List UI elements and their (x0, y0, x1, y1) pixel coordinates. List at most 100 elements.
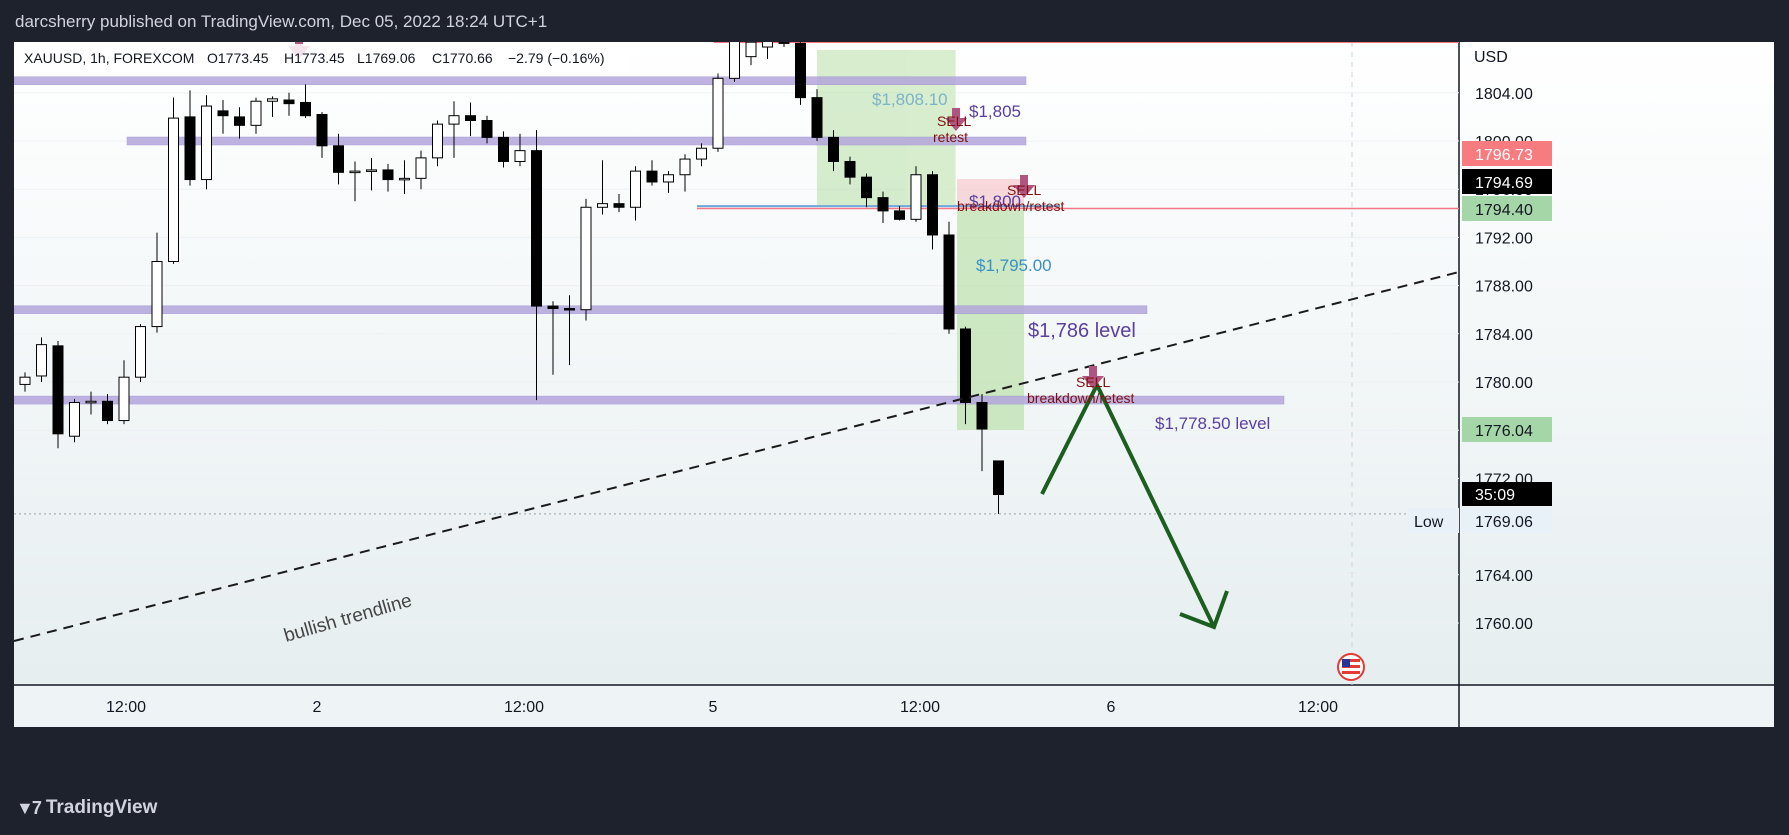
candle-body (630, 170, 641, 208)
level-band-1805 (14, 76, 1027, 85)
x-tick-label: 12:00 (504, 699, 544, 716)
candle-body (184, 116, 196, 181)
y-tick-label: 1760.00 (1475, 616, 1533, 633)
sell-bd1-sub: breakdown/retest (957, 198, 1065, 214)
candle-body (745, 42, 757, 58)
candle-body (531, 150, 542, 307)
level-label-1805: $1,805 (969, 102, 1021, 121)
countdown-badge-box (1462, 482, 1552, 506)
y-tick-label: 1784.00 (1475, 327, 1533, 344)
low-badge-label: Low (1414, 514, 1444, 531)
x-tick-label: 12:00 (1298, 699, 1338, 716)
candle-body (168, 117, 179, 263)
candle-body (36, 344, 47, 377)
candle-body (927, 174, 938, 236)
candle-body (597, 203, 608, 208)
candle-body (646, 170, 658, 183)
price-badge-1776-box (1462, 417, 1552, 442)
level-band-1800 (126, 136, 1027, 146)
low-badge-value-box (1462, 508, 1552, 533)
candle-body (679, 158, 691, 176)
sell-retest-label: SELL (937, 113, 971, 129)
candlestick-chart[interactable]: $1,808.10 $1,805 SELL retest $1,800 SELL… (14, 42, 1774, 782)
legend-close: C1770.66 (432, 50, 493, 66)
candle-body (465, 115, 476, 122)
candle-body (976, 401, 988, 430)
candle-body (811, 97, 823, 138)
price-badge-1794-box (1462, 196, 1552, 221)
bullish-trendline (14, 271, 1460, 642)
low-badge-value: 1769.06 (1475, 514, 1533, 531)
price-badge-1796: 1796.73 (1462, 141, 1552, 166)
candle-body (349, 170, 361, 174)
candle-body (366, 169, 377, 172)
candle-body (234, 116, 245, 126)
candle-body (217, 110, 229, 117)
x-tick-label: 2 (313, 699, 322, 716)
candle-body (481, 120, 493, 138)
candle-body (432, 123, 443, 159)
candle-body (250, 100, 262, 126)
level-label-1795: $1,795.00 (976, 256, 1052, 275)
candle-body (828, 136, 839, 162)
level-band-1778 (14, 395, 1285, 405)
grid-lines (14, 92, 1459, 624)
low-badge: Low 1769.06 (1408, 508, 1552, 533)
price-badge-1794-text: 1794.40 (1475, 202, 1533, 219)
legend-symbol: XAUUSD, 1h, FOREXCOM (24, 50, 194, 66)
candle-body (399, 177, 410, 181)
candle-body (283, 99, 295, 105)
us-flag-event-icon[interactable] (1337, 653, 1365, 681)
y-tick-label: 1804.00 (1475, 86, 1533, 103)
price-badge-current-box (1462, 169, 1552, 194)
candle-body (762, 42, 773, 48)
candle-body (844, 160, 856, 178)
y-tick-label: 1780.00 (1475, 375, 1533, 392)
candle-body (861, 176, 872, 199)
tradingview-logo[interactable]: ▼7 TradingView (16, 797, 157, 819)
publish-header: darcsherry published on TradingView.com,… (0, 0, 1789, 42)
candle-body (85, 400, 97, 404)
candle-body (894, 210, 905, 220)
x-tick-label: 12:00 (106, 699, 146, 716)
price-badge-1776: 1776.04 (1462, 417, 1552, 442)
sell-bd2-sub: breakdown/retest (1027, 390, 1135, 406)
time-axis-ticks: 12:00 2 12:00 5 12:00 6 12:00 (106, 699, 1338, 716)
countdown-badge-text: 35:09 (1475, 487, 1515, 504)
candle-body (729, 42, 740, 79)
sell-arrow-breakdown-icon (1013, 175, 1035, 198)
candle-body (514, 150, 526, 162)
chart-frame[interactable]: $1,808.10 $1,805 SELL retest $1,800 SELL… (14, 42, 1774, 782)
candle-body (267, 98, 278, 102)
legend-change: −2.79 (−0.16%) (508, 50, 605, 66)
candle-body (151, 261, 163, 328)
candle-body (300, 101, 311, 117)
sell-retest-sub: retest (933, 129, 968, 145)
candle-body (201, 105, 212, 181)
candles (19, 42, 1004, 514)
candle-body (69, 401, 80, 437)
candle-body (102, 400, 113, 422)
level-label-1786: $1,786 level (1028, 320, 1136, 342)
currency-label: USD (1474, 49, 1508, 66)
candle-body (696, 147, 707, 160)
candle-body (993, 460, 1004, 496)
symbol-legend[interactable]: XAUUSD, 1h, FOREXCOM O1773.45 H1773.45 L… (20, 44, 630, 72)
legend-low: L1769.06 (357, 50, 416, 66)
y-tick-label: 1788.00 (1475, 279, 1533, 296)
price-badge-1796-box (1462, 141, 1552, 166)
candle-body (118, 376, 130, 422)
x-tick-label: 5 (709, 699, 718, 716)
sell-bd1-label: SELL (1007, 182, 1041, 198)
level-label-1800: $1,800 (969, 192, 1021, 211)
price-badge-1796-text: 1796.73 (1475, 147, 1533, 164)
candle-body (960, 328, 971, 403)
candle-body (613, 203, 625, 208)
price-badge-current: 1794.69 (1462, 169, 1552, 194)
y-tick-label: 1792.00 (1475, 230, 1533, 247)
candle-body (564, 307, 575, 311)
candle-body (795, 42, 806, 99)
x-tick-label: 12:00 (900, 699, 940, 716)
candle-body (910, 174, 922, 220)
candle-body (663, 174, 674, 183)
